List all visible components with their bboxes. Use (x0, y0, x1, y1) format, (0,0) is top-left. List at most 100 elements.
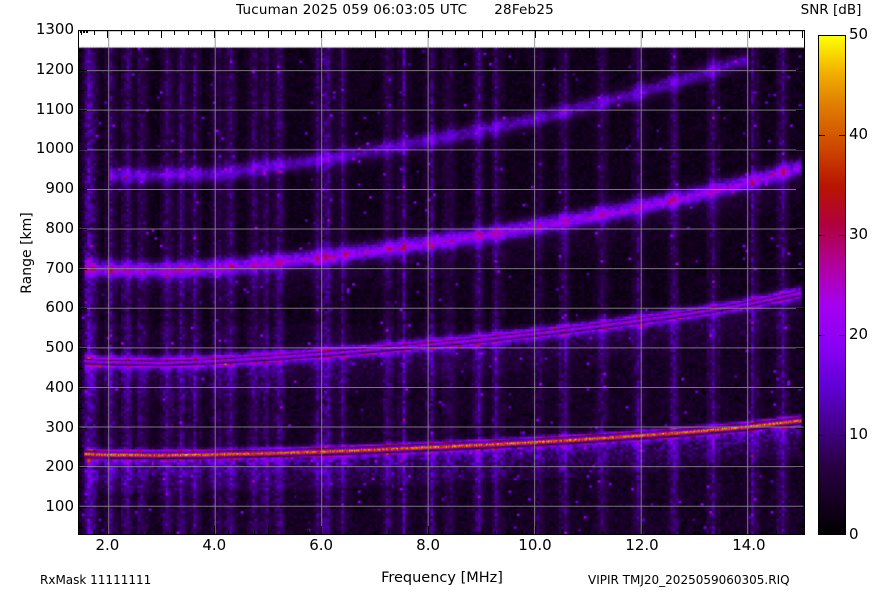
axis-tick (800, 208, 805, 210)
axis-tick (78, 368, 83, 369)
axis-tick (94, 30, 95, 35)
x-tick-label: 10.0 (518, 536, 552, 554)
axis-tick (762, 530, 764, 535)
axis-tick (78, 129, 83, 131)
axis-tick (708, 530, 710, 535)
axis-tick (78, 248, 83, 250)
axis-tick (428, 526, 430, 535)
page-title: Tucuman 2025 059 06:03:05 UTC 28Feb25 (236, 2, 554, 18)
axis-tick (800, 368, 805, 369)
x-tick-label: 2.0 (95, 536, 120, 554)
axis-tick (601, 530, 603, 535)
axis-tick (134, 30, 136, 35)
axis-tick (508, 530, 510, 535)
axis-tick (78, 89, 83, 91)
bottom-axis-ticks (78, 524, 805, 535)
axis-tick (414, 30, 416, 35)
colorbar[interactable] (818, 35, 846, 535)
x-tick-label: 8.0 (416, 536, 441, 554)
axis-tick (78, 308, 87, 310)
axis-tick (388, 30, 389, 35)
colorbar-tick (839, 435, 845, 436)
left-axis-ticks (78, 30, 88, 535)
axis-tick (334, 530, 336, 535)
file-tag-label: VIPIR TMJ20_2025059060305.RIQ (588, 573, 790, 587)
axis-tick (147, 530, 149, 535)
colorbar-tick (819, 335, 825, 336)
axis-tick (374, 526, 376, 535)
axis-tick (78, 387, 87, 389)
axis-tick (561, 530, 563, 535)
axis-tick (267, 30, 269, 38)
axis-tick (107, 526, 109, 535)
axis-tick (374, 30, 376, 38)
axis-tick (78, 149, 87, 151)
axis-tick (655, 530, 657, 535)
colorbar-tick (819, 235, 825, 236)
axis-tick (254, 530, 256, 535)
colorbar-gradient (819, 36, 845, 534)
axis-tick (796, 348, 805, 350)
axis-tick (321, 30, 323, 38)
axis-tick (361, 30, 363, 35)
axis-tick (78, 328, 83, 330)
axis-tick (200, 530, 202, 535)
y-tick-label: 800 (45, 218, 74, 237)
axis-tick (254, 30, 256, 35)
axis-tick (722, 30, 724, 35)
axis-tick (468, 530, 470, 535)
axis-tick (78, 69, 87, 71)
axis-tick (548, 30, 550, 35)
axis-tick (187, 30, 189, 35)
axis-tick (78, 407, 83, 409)
axis-tick (668, 530, 670, 535)
axis-tick (735, 530, 737, 535)
right-axis-ticks (795, 30, 805, 535)
axis-tick (789, 530, 790, 535)
axis-tick (227, 30, 229, 35)
axis-tick (800, 328, 805, 330)
colorbar-tick (839, 235, 845, 236)
axis-tick (441, 530, 443, 535)
axis-tick (454, 530, 456, 535)
axis-tick (227, 530, 229, 535)
axis-tick (800, 447, 805, 449)
axis-tick (78, 169, 83, 171)
axis-tick (800, 288, 805, 290)
axis-tick (796, 387, 805, 389)
axis-tick (748, 526, 750, 535)
x-tick-label: 12.0 (625, 536, 659, 554)
colorbar-tick-label: 30 (849, 225, 869, 243)
axis-tick (722, 530, 724, 535)
axis-tick (78, 208, 83, 210)
axis-tick (267, 526, 269, 535)
axis-tick (802, 30, 804, 38)
axis-tick (361, 530, 363, 535)
y-tick-label: 1300 (35, 20, 74, 38)
axis-tick (521, 30, 523, 35)
ionogram-plot-area[interactable] (78, 30, 805, 535)
axis-tick (800, 527, 805, 528)
axis-tick (796, 467, 805, 469)
x-tick-label: 14.0 (732, 536, 766, 554)
axis-tick (775, 530, 777, 535)
y-tick-label: 900 (45, 179, 74, 198)
axis-tick (802, 526, 804, 535)
axis-tick (800, 487, 805, 489)
colorbar-tick (839, 135, 845, 136)
axis-tick (401, 530, 403, 535)
axis-tick (281, 530, 283, 535)
axis-tick (241, 30, 242, 35)
axis-tick (588, 526, 590, 535)
axis-tick (535, 526, 536, 535)
axis-tick (120, 530, 122, 535)
y-tick-label: 400 (45, 377, 74, 396)
axis-tick (800, 248, 805, 250)
axis-tick (87, 30, 88, 33)
axis-tick (321, 526, 323, 535)
axis-tick (796, 69, 805, 71)
ionogram-heatmap-canvas[interactable] (79, 31, 804, 534)
x-tick-label: 6.0 (309, 536, 334, 554)
axis-tick (655, 30, 657, 35)
colorbar-tick-labels: 0 10 20 30 40 50 (849, 27, 884, 542)
